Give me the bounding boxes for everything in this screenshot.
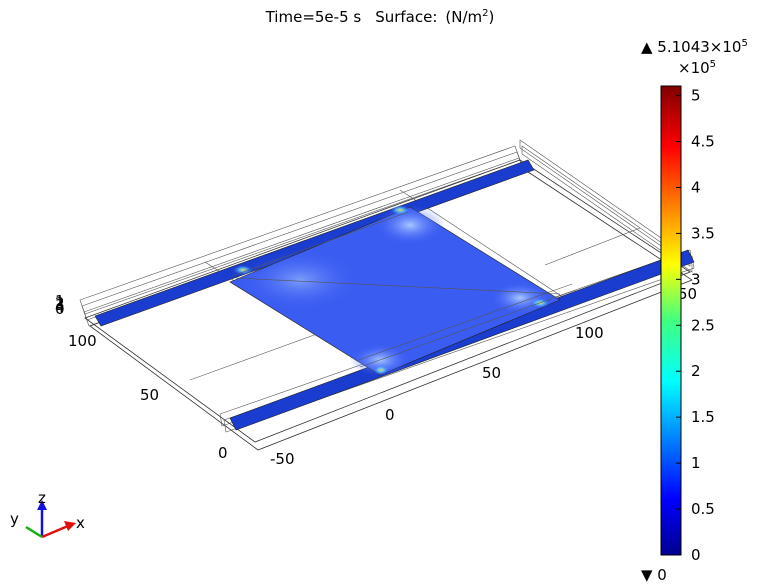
colorbar-tick-label: 3 [691,270,701,288]
axis-label: 50 [482,364,501,382]
colorbar-tick-label: 2 [691,362,701,380]
colorbar: ▲ 5.1043×105 ×105 ▼ 0 0 0.5 1 1.5 2 2.5 3 3.5 4 4… [641,38,748,584]
axis-labels: 100 50 0 -50 0 50 100 50 1 2 3 4 0 [55,285,697,468]
colorbar-min: ▼ 0 [641,566,667,584]
triad-label: z [38,489,46,507]
axis-label: 50 [678,285,697,303]
axis-label: 0 [385,406,395,424]
axis-label: 100 [68,332,97,350]
axis-label: -50 [270,450,295,468]
colorbar-tick-label: 2.5 [691,316,715,334]
axis-label: 0 [55,300,65,318]
axis-label: 100 [575,324,604,342]
colorbar-max: ▲ 5.1043×105 [641,38,748,56]
axis-label: 2 [55,294,65,312]
colorbar-tick-label: 4.5 [691,133,715,151]
colorbar-gradient [660,85,682,556]
colorbar-tick-label: 3.5 [691,224,715,242]
colorbar-tick-label: 0.5 [691,500,715,518]
colorbar-tick-label: 1.5 [691,408,715,426]
plot-title: Time=5e-5 s Surface: (N/m2) [265,8,495,26]
colorbar-multiplier: ×105 [678,59,716,77]
axis-label: 4 [55,298,65,316]
colorbar-tick-label: 5 [691,87,701,105]
triad-label: y [10,510,19,528]
colorbar-tick-label: 4 [691,178,701,196]
axis-label: 1 [55,292,65,310]
colorbar-tick-label: 0 [691,546,701,564]
axis-label: 0 [218,444,228,462]
colorbar-tick-label: 1 [691,454,701,472]
axis-triad: z y x [10,489,85,539]
axis-label: 3 [55,296,65,314]
geometry [79,139,695,451]
triad-label: x [76,514,85,532]
axis-label: 50 [140,386,159,404]
